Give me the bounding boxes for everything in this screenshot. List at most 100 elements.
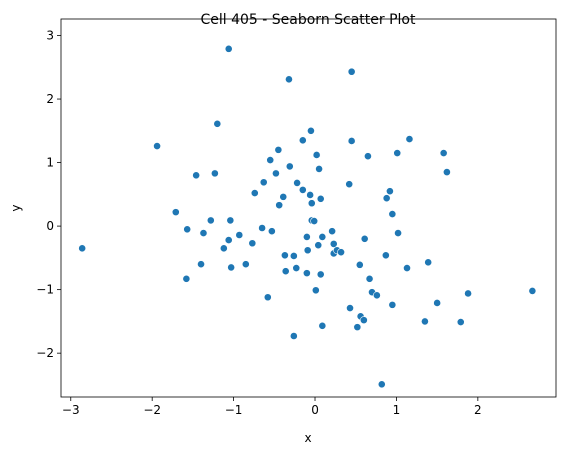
point xyxy=(298,136,307,145)
point xyxy=(386,187,394,196)
point xyxy=(424,258,433,267)
point xyxy=(210,169,219,178)
point xyxy=(307,199,316,208)
point xyxy=(250,189,259,197)
point xyxy=(303,246,312,255)
point xyxy=(306,191,315,199)
plot-frame xyxy=(60,18,557,398)
point xyxy=(464,289,472,298)
point xyxy=(433,299,442,307)
point xyxy=(353,323,362,332)
point xyxy=(285,75,293,84)
point xyxy=(206,216,215,225)
point xyxy=(275,201,284,210)
point xyxy=(364,152,372,161)
point xyxy=(227,263,236,272)
point xyxy=(312,151,321,159)
point xyxy=(393,149,402,157)
point xyxy=(293,179,302,187)
point xyxy=(292,264,301,272)
point xyxy=(347,137,356,145)
point xyxy=(263,293,272,302)
point xyxy=(281,267,290,276)
point xyxy=(285,162,294,171)
point xyxy=(403,264,411,272)
point xyxy=(360,234,369,243)
point xyxy=(289,252,298,260)
point xyxy=(302,233,311,241)
y-tick-label: 0 xyxy=(46,219,54,233)
point xyxy=(289,332,298,340)
point xyxy=(372,291,381,300)
point xyxy=(381,251,390,260)
point xyxy=(382,194,391,203)
point xyxy=(219,244,228,253)
point xyxy=(266,156,275,164)
point xyxy=(355,260,364,269)
point xyxy=(359,316,368,325)
point xyxy=(226,216,235,225)
point xyxy=(405,135,414,143)
x-tick-label: 2 xyxy=(474,403,482,417)
point xyxy=(329,239,338,248)
point xyxy=(443,168,451,177)
point xyxy=(394,229,402,237)
point xyxy=(307,126,315,135)
point xyxy=(213,119,222,128)
point xyxy=(183,225,192,234)
point xyxy=(388,210,397,218)
x-tick-label: −3 xyxy=(62,403,80,417)
y-tick-label: −2 xyxy=(36,346,54,360)
x-tick-label: 1 xyxy=(393,403,401,417)
point xyxy=(345,180,354,189)
point xyxy=(199,229,208,237)
point xyxy=(528,287,537,295)
point xyxy=(153,142,161,150)
point xyxy=(235,231,244,239)
point xyxy=(224,236,233,244)
point xyxy=(328,227,337,236)
y-tick-label: 1 xyxy=(46,156,54,170)
chart-title: Cell 405 - Seaborn Scatter Plot xyxy=(200,12,416,28)
y-tick-label: −1 xyxy=(36,283,54,297)
point xyxy=(171,208,180,217)
point xyxy=(302,269,311,278)
point xyxy=(365,274,374,283)
point xyxy=(248,239,257,248)
point xyxy=(377,380,386,389)
point xyxy=(456,318,465,326)
x-tick-label: −1 xyxy=(225,403,243,417)
point xyxy=(197,260,205,269)
x-axis-label: x xyxy=(304,431,311,445)
point xyxy=(192,171,201,180)
point xyxy=(241,260,250,269)
point xyxy=(298,185,307,194)
point xyxy=(318,321,327,330)
point xyxy=(78,244,87,253)
point xyxy=(314,241,323,250)
point xyxy=(259,178,268,187)
point xyxy=(316,194,325,203)
point xyxy=(316,270,325,279)
point xyxy=(279,192,288,201)
point xyxy=(224,44,233,53)
point xyxy=(258,224,266,232)
point xyxy=(274,145,283,154)
point xyxy=(421,317,429,326)
x-tick-label: −2 xyxy=(143,403,161,417)
y-axis-label: y xyxy=(9,204,23,211)
point xyxy=(315,165,323,173)
point xyxy=(182,274,191,283)
y-tick-label: 2 xyxy=(46,92,54,106)
point xyxy=(310,217,319,225)
y-tick-label: 3 xyxy=(46,29,54,43)
point xyxy=(318,233,327,241)
point xyxy=(439,149,448,157)
point xyxy=(280,251,289,260)
point xyxy=(267,227,276,236)
point xyxy=(346,304,354,312)
x-tick-label: 0 xyxy=(311,403,319,417)
point xyxy=(311,286,320,295)
point xyxy=(388,300,397,309)
